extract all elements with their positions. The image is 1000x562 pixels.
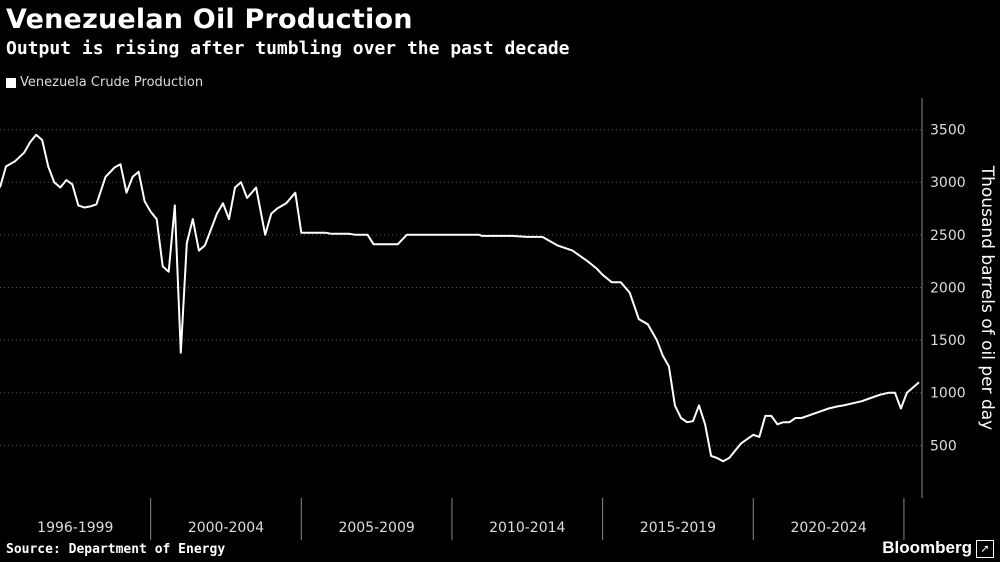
x-band-label: 2005-2009 — [338, 520, 414, 536]
x-band-dividers — [150, 498, 905, 540]
y-tick-label-1000: 1000 — [930, 386, 966, 402]
x-band-labels: 1996-1999 2000-2004 2005-2009 2010-2014 2015… — [37, 520, 867, 536]
x-band-label: 2000-2004 — [188, 520, 264, 536]
y-tick-label-3000: 3000 — [930, 175, 966, 191]
y-tick-label-3500: 3500 — [930, 123, 966, 139]
x-band-label: 1996-1999 — [37, 520, 113, 536]
brand-logo: Bloomberg — [882, 538, 972, 557]
y-tick-label-2500: 2500 — [930, 228, 966, 244]
legend-swatch — [6, 77, 16, 88]
grid-lines — [0, 129, 922, 446]
y-tick-label-2000: 2000 — [930, 280, 966, 296]
x-band-label: 2010-2014 — [489, 520, 565, 536]
y-tick-label-500: 500 — [930, 438, 957, 454]
brand-mark-icon: ➚ — [976, 540, 994, 558]
x-band-label: 2015-2019 — [640, 520, 716, 536]
legend: Venezuela Crude Production — [6, 75, 203, 90]
chart-subtitle: Output is rising after tumbling over the… — [6, 38, 570, 59]
y-tick-labels: 500 1000 1500 2000 2500 3000 3500 — [930, 123, 966, 455]
series-line-venezuela-crude-production — [0, 133, 920, 463]
chart-title: Venezuelan Oil Production — [6, 4, 413, 35]
source-note: Source: Department of Energy — [6, 542, 226, 557]
legend-label: Venezuela Crude Production — [20, 75, 204, 90]
y-axis-label: Thousand barrels of oil per day — [977, 165, 997, 431]
x-band-label: 2020-2024 — [790, 520, 866, 536]
y-tick-label-1500: 1500 — [930, 333, 966, 349]
